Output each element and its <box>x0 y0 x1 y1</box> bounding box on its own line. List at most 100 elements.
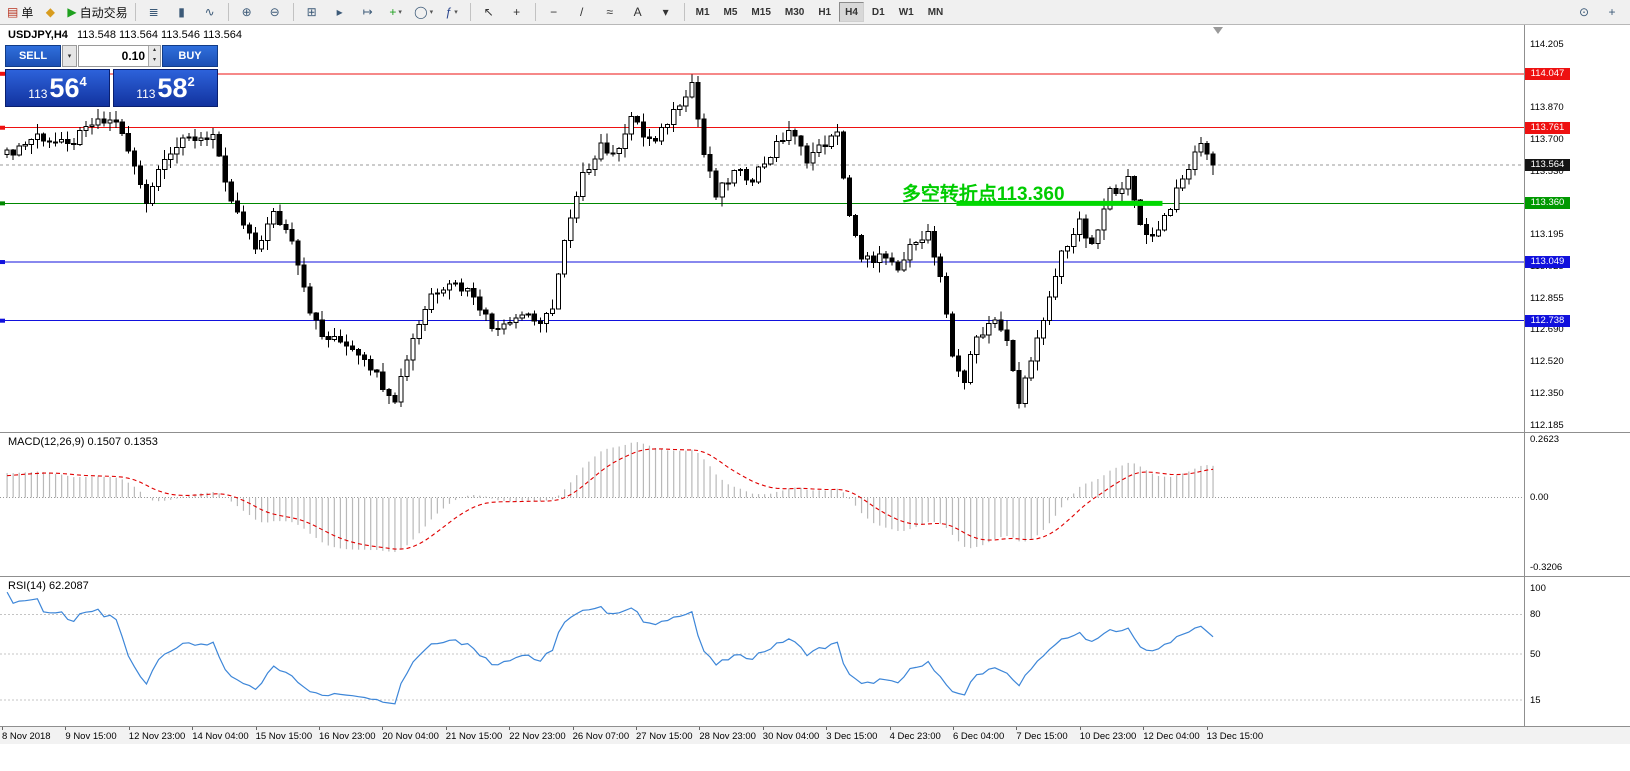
timeframe-w1[interactable]: W1 <box>898 6 914 18</box>
sell-button[interactable]: SELL <box>5 45 61 67</box>
volume-input[interactable] <box>79 46 160 66</box>
candle-body <box>1198 143 1204 153</box>
macd-histogram-bar <box>739 488 741 498</box>
text-label-button[interactable]: A <box>624 1 652 23</box>
autotrading-button[interactable]: ▶ 自动交易 <box>64 1 130 23</box>
candle-body <box>313 312 319 321</box>
crosshair-tool-button[interactable]: + <box>1598 1 1626 23</box>
time-axis[interactable]: 8 Nov 2018 9 Nov 15:00 12 Nov 23:00 14 Nov … <box>0 726 1630 744</box>
timeframe-m15[interactable]: M15 <box>751 6 771 18</box>
timeframe-m5[interactable]: M5 <box>723 6 738 18</box>
macd-histogram-bar <box>54 473 57 498</box>
macd-histogram-bar <box>806 489 808 498</box>
auto-scroll-button[interactable]: ▸ <box>326 1 354 23</box>
line-left-marker <box>0 318 5 323</box>
horizontal-line-button[interactable]: − <box>540 1 568 23</box>
charts-window-button[interactable]: ◆ <box>36 1 64 23</box>
macd-histogram-bar <box>642 443 644 498</box>
candle-body <box>483 309 489 315</box>
candle-body <box>562 240 568 275</box>
bar-chart-button[interactable]: ≣ <box>140 1 168 23</box>
panel-separator[interactable] <box>0 576 1630 577</box>
macd-histogram-bar <box>206 492 208 498</box>
panel-separator[interactable] <box>0 432 1630 433</box>
macd-histogram-bar <box>570 482 572 498</box>
time-tick <box>572 727 574 730</box>
trendline-button[interactable]: / <box>568 1 596 23</box>
zoom-out-button[interactable]: ⊖ <box>261 1 289 23</box>
timeframe-m1[interactable]: M1 <box>695 6 710 18</box>
time-label: 27 Nov 15:00 <box>636 731 693 742</box>
profiles-button[interactable]: ◯ ▾ <box>410 1 438 23</box>
spinner-down-icon[interactable]: ▾ <box>148 56 160 66</box>
candle-body <box>446 283 453 291</box>
macd-plot[interactable] <box>0 432 1524 576</box>
candle-body <box>762 163 768 168</box>
macd-histogram-bar <box>436 497 438 514</box>
candle-body <box>1186 169 1192 180</box>
candle-body <box>283 223 289 231</box>
time-tick <box>1016 727 1018 730</box>
candlestick-chart-button[interactable]: ▮ <box>168 1 196 23</box>
macd-histogram-bar <box>564 489 566 498</box>
order-options-dropdown[interactable]: ▾ <box>62 45 77 67</box>
price-tick: 112.185 <box>1530 419 1564 431</box>
macd-histogram-bar <box>418 497 420 534</box>
candlestick-chart[interactable] <box>0 25 1524 432</box>
candle-body <box>210 134 216 141</box>
macd-histogram-bar <box>582 467 584 498</box>
annotation-text[interactable]: 多空转折点113.360 <box>901 183 1065 205</box>
price-tick: 112.350 <box>1530 388 1564 400</box>
timeframe-mn[interactable]: MN <box>927 6 944 18</box>
line-chart-button[interactable]: ∿ <box>196 1 224 23</box>
macd-histogram-bar <box>1145 470 1147 498</box>
line-left-marker <box>0 201 5 206</box>
macd-histogram-bar <box>1060 497 1063 508</box>
arrows-button[interactable]: ▾ <box>652 1 680 23</box>
timeframe-h1[interactable]: H1 <box>818 6 832 18</box>
candle-body <box>1149 233 1156 237</box>
rsi-scale-50: 50 <box>1530 649 1541 660</box>
buy-price-button[interactable]: 113 58 2 <box>113 69 218 107</box>
macd-histogram-bar <box>885 497 887 528</box>
magnifier-button[interactable]: ⊙ <box>1570 1 1598 23</box>
new-order-button[interactable]: ▤ 单 <box>4 1 36 23</box>
charts-window-icon: ◆ <box>45 5 55 19</box>
sell-price-button[interactable]: 113 56 4 <box>5 69 110 107</box>
macd-scale-max: 0.2623 <box>1530 434 1560 445</box>
candle-body <box>961 370 968 383</box>
macd-histogram-bar <box>339 497 341 549</box>
candle-body <box>186 136 192 139</box>
fibonacci-button[interactable]: ≈ <box>596 1 624 23</box>
macd-histogram-bar <box>988 497 990 543</box>
candle-body <box>1161 214 1168 231</box>
candle-body <box>119 121 125 134</box>
new-chart-button[interactable]: + ▾ <box>382 1 410 23</box>
spinner-up-icon[interactable]: ▴ <box>148 46 160 56</box>
timeframe-d1[interactable]: D1 <box>871 6 885 18</box>
macd-histogram-bar <box>733 486 735 498</box>
cursor-button[interactable]: ↖ <box>475 1 503 23</box>
candle-body <box>719 182 725 198</box>
candle-body <box>992 319 998 324</box>
timeframe-h4[interactable]: H4 <box>839 2 864 22</box>
macd-histogram-bar <box>442 497 445 509</box>
candle-body <box>174 147 180 155</box>
candle-body <box>452 282 459 285</box>
macd-signal-line <box>7 448 1214 550</box>
indicators-button[interactable]: ƒ ▾ <box>438 1 466 23</box>
zoom-out-icon: ⊖ <box>269 5 280 19</box>
zoom-in-button[interactable]: ⊕ <box>233 1 261 23</box>
rsi-plot[interactable] <box>0 576 1524 726</box>
candle-body <box>10 149 16 156</box>
crosshair-button[interactable]: + <box>503 1 531 23</box>
chart-shift-button[interactable]: ↦ <box>354 1 382 23</box>
candle-body <box>968 354 974 383</box>
grid-button[interactable]: ⊞ <box>298 1 326 23</box>
macd-histogram-bar <box>230 497 232 502</box>
candle-body <box>52 141 59 144</box>
candle-body <box>701 118 707 156</box>
buy-button[interactable]: BUY <box>162 45 218 67</box>
timeframe-m30[interactable]: M30 <box>784 6 805 18</box>
